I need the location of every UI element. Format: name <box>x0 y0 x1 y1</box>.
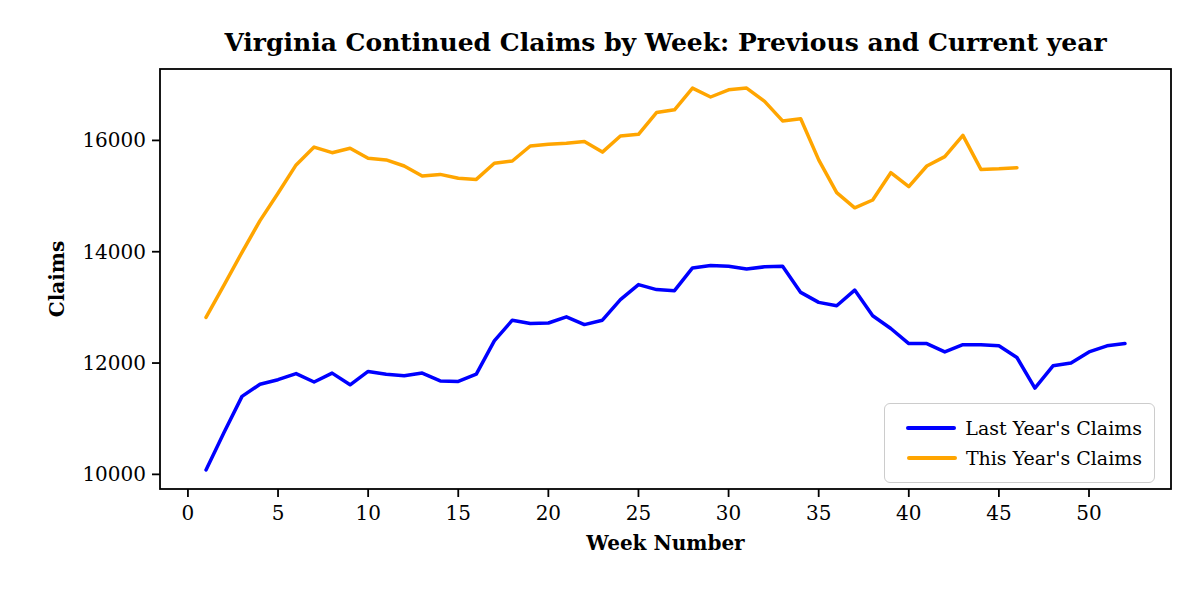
y-tick-label: 16000 <box>82 128 146 152</box>
x-tick-label: 40 <box>896 501 921 525</box>
x-axis-label: Week Number <box>160 531 1171 555</box>
legend: Last Year's Claims This Year's Claims <box>884 403 1155 483</box>
x-tick-label: 30 <box>716 501 741 525</box>
x-tick-label: 5 <box>272 501 285 525</box>
legend-line-swatch-this-year <box>907 456 957 460</box>
legend-line-swatch-last-year <box>906 426 956 430</box>
x-tick-label: 10 <box>355 501 380 525</box>
x-tick-label: 15 <box>446 501 471 525</box>
y-tick-label: 14000 <box>82 240 146 264</box>
legend-item-last-year: Last Year's Claims <box>894 415 1142 441</box>
y-tick-label: 12000 <box>82 351 146 375</box>
x-tick-label: 45 <box>986 501 1011 525</box>
x-tick-label: 0 <box>182 501 195 525</box>
line-chart: 0 5 10 15 20 25 30 35 40 45 50 10000 12000 14000 16000 <box>0 0 1200 600</box>
legend-label-last-year: Last Year's Claims <box>965 419 1142 438</box>
y-tick-label: 10000 <box>82 462 146 486</box>
x-tick-label: 20 <box>536 501 561 525</box>
series-line-this-year <box>206 88 1017 317</box>
y-axis-label: Claims <box>45 241 69 318</box>
figure: Virginia Continued Claims by Week: Previ… <box>0 0 1200 600</box>
x-tick-label: 25 <box>626 501 651 525</box>
legend-item-this-year: This Year's Claims <box>894 445 1142 471</box>
x-tick-label: 35 <box>806 501 831 525</box>
legend-label-this-year: This Year's Claims <box>966 449 1142 468</box>
x-tick-label: 50 <box>1076 501 1101 525</box>
